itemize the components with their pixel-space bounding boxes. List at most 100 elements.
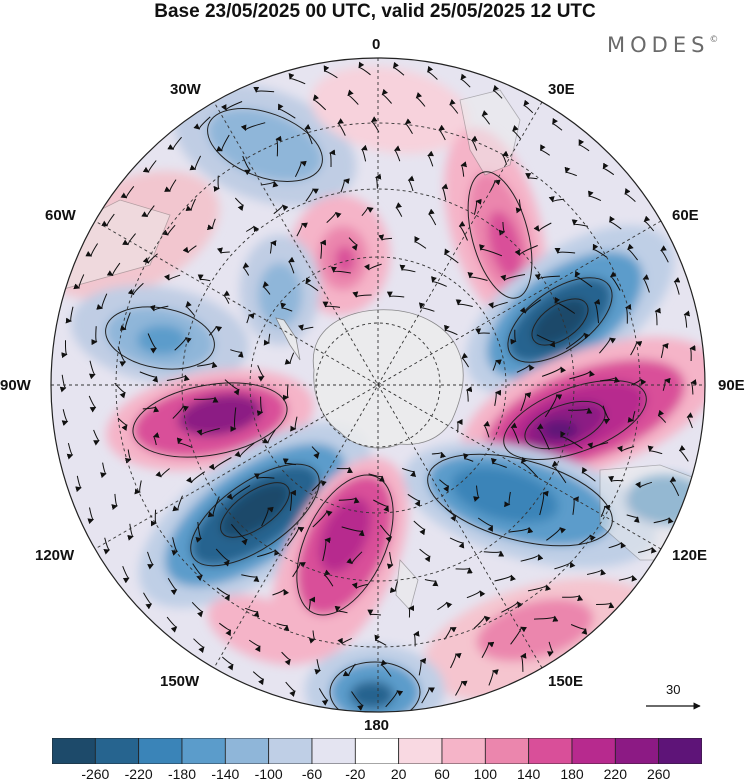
- wind-vector: [308, 596, 316, 610]
- graticule: [51, 58, 705, 712]
- wind-vector: [635, 481, 653, 489]
- wind-vector: [483, 550, 505, 557]
- wind-vector: [380, 659, 392, 677]
- wind-vector: [305, 277, 319, 292]
- colorbar-swatch: [528, 738, 573, 764]
- wind-vector: [246, 313, 255, 324]
- wind-vector: [520, 652, 527, 672]
- reference-vector-label: 30: [666, 682, 681, 697]
- wind-vector: [541, 366, 567, 377]
- wind-vector: [87, 507, 95, 525]
- wind-vector: [322, 301, 341, 308]
- wind-vector: [141, 205, 155, 218]
- wind-vector: [329, 149, 336, 168]
- wind-vector: [334, 605, 348, 614]
- colorbar-tick-label: -60: [301, 766, 323, 782]
- wind-vector: [449, 99, 459, 114]
- wind-vector: [167, 136, 182, 150]
- wind-vector: [596, 602, 615, 609]
- wind-vector: [653, 517, 674, 524]
- wind-vector: [185, 300, 195, 316]
- lon-label-120w: 120W: [35, 547, 75, 564]
- wind-vector: [437, 601, 453, 611]
- colorbar-swatch: [52, 738, 96, 764]
- wind-vector: [305, 188, 319, 202]
- wind-vector: [367, 609, 381, 616]
- colorbar-swatch: [398, 738, 443, 764]
- wind-vector: [103, 537, 111, 555]
- wind-vector: [548, 195, 565, 203]
- wind-vector: [428, 208, 437, 226]
- wind-vector: [346, 551, 363, 565]
- wind-vector: [312, 510, 333, 528]
- wind-vector: [510, 329, 517, 345]
- wind-vector: [520, 456, 539, 479]
- wind-vector: [253, 473, 275, 480]
- wind-vector: [536, 423, 550, 450]
- wind-vector: [171, 537, 179, 556]
- wind-vector: [463, 453, 474, 462]
- wind-vector: [427, 65, 438, 80]
- wind-vector: [215, 548, 230, 567]
- wind-vector: [288, 73, 306, 85]
- wind-vector: [65, 306, 74, 324]
- colorbar-tick-label: 60: [434, 766, 450, 782]
- wind-vector: [127, 523, 134, 541]
- wind-vectors: [59, 61, 697, 711]
- wind-vector: [552, 117, 563, 131]
- wind-vector: [273, 204, 289, 215]
- wind-vector: [413, 520, 426, 536]
- wind-vector: [166, 374, 190, 382]
- wind-vector: [481, 110, 491, 125]
- wind-vector: [336, 467, 353, 474]
- wind-vector: [351, 691, 364, 711]
- wind-vector: [444, 248, 459, 264]
- wind-vector: [242, 262, 250, 276]
- wind-vector: [161, 224, 176, 236]
- wind-vector: [134, 480, 142, 495]
- wind-vector: [630, 378, 647, 386]
- wind-vector: [117, 417, 128, 432]
- wind-vector: [193, 638, 205, 654]
- wind-vector: [455, 680, 468, 696]
- wind-vector: [689, 345, 696, 362]
- wind-vector: [461, 352, 470, 368]
- wind-vector: [88, 360, 96, 380]
- colorbar-swatch: [441, 738, 486, 764]
- wind-vector: [501, 601, 523, 613]
- wind-vector: [455, 567, 473, 574]
- wind-vector: [127, 282, 144, 295]
- wind-vector: [602, 162, 615, 176]
- wind-vector: [342, 663, 356, 677]
- wind-vector: [375, 173, 382, 189]
- wind-vector: [647, 445, 663, 455]
- wind-vector: [534, 273, 560, 281]
- colorbar-tick-label: -180: [167, 766, 197, 782]
- wind-vector: [510, 422, 520, 444]
- wind-vector: [193, 116, 211, 130]
- wind-vector: [91, 326, 98, 346]
- wind-vector: [182, 245, 197, 254]
- wind-vector: [516, 364, 535, 373]
- wind-vector: [515, 199, 523, 214]
- wind-vector: [481, 641, 495, 658]
- wind-vector: [471, 135, 478, 151]
- wind-vector: [467, 272, 488, 281]
- wind-vector: [167, 578, 178, 596]
- wind-vector: [106, 262, 121, 277]
- wind-vector: [466, 590, 486, 599]
- wind-vector: [142, 253, 158, 264]
- polar-stereographic-map: [50, 57, 706, 713]
- wind-vector: [323, 569, 334, 587]
- wind-vector: [323, 65, 338, 79]
- wind-vector: [272, 588, 289, 596]
- wind-vector: [242, 155, 251, 176]
- wind-vector: [424, 579, 439, 587]
- wind-vector: [690, 379, 697, 395]
- wind-vector: [193, 396, 219, 403]
- lon-label-30e: 30E: [548, 81, 575, 98]
- wind-vector: [395, 202, 403, 217]
- wind-vector: [492, 359, 502, 371]
- wind-vector: [455, 299, 473, 307]
- wind-vector: [230, 349, 244, 358]
